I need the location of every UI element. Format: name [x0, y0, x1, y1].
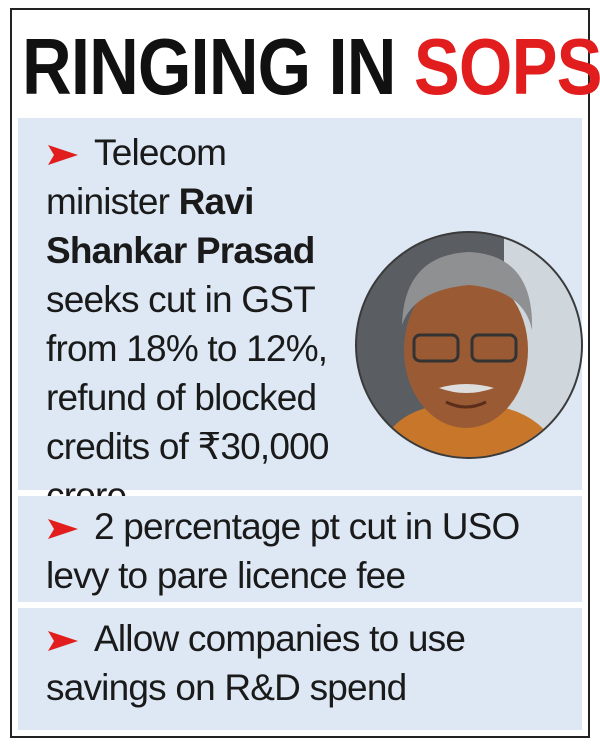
panel: 2 percentage pt cut in USO levy to pare … [18, 496, 582, 602]
title-black: RINGING IN [22, 22, 396, 111]
name: Ravi Shankar Prasad [46, 181, 315, 271]
text: Telecom minister [46, 132, 227, 222]
text: Allow companies to use savings on R&D sp… [46, 618, 466, 708]
item-text: Telecom minister Ravi Shankar Prasad see… [46, 128, 346, 520]
text: 2 percentage pt cut in USO levy to pare … [46, 506, 520, 596]
card: RINGING IN SOPS Telecom minister Ravi Sh… [10, 8, 600, 738]
title-red: SOPS [413, 22, 600, 111]
item-text: 2 percentage pt cut in USO levy to pare … [46, 502, 566, 600]
bullet-arrow [48, 145, 78, 165]
text: seeks cut in GST from 18% to 12%, refund… [46, 279, 330, 516]
portrait [355, 231, 583, 459]
title: RINGING IN SOPS [22, 22, 600, 112]
bullet-arrow [48, 519, 78, 539]
item-text: Allow companies to use savings on R&D sp… [46, 614, 566, 712]
panel: Allow companies to use savings on R&D sp… [18, 608, 582, 730]
bullet-arrow [48, 631, 78, 651]
panel: Telecom minister Ravi Shankar Prasad see… [18, 118, 583, 516]
